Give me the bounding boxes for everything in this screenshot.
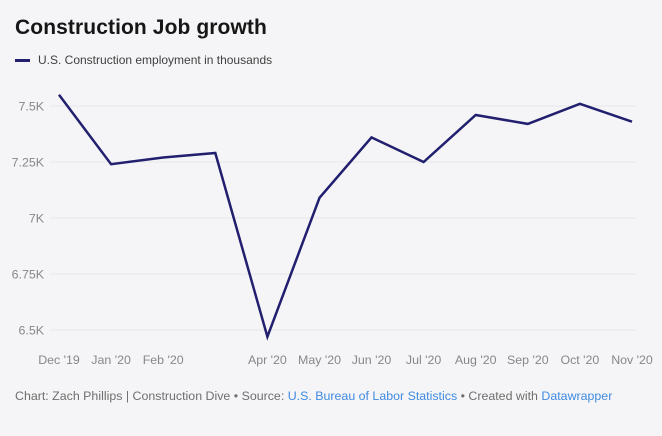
x-axis-tick-label: Jul '20 xyxy=(406,353,442,367)
footer-separator-2: • xyxy=(457,389,469,403)
x-axis-tick-label: Jan '20 xyxy=(91,353,131,367)
legend: U.S. Construction employment in thousand… xyxy=(15,53,647,67)
datawrapper-link[interactable]: Datawrapper xyxy=(541,389,613,403)
employment-line xyxy=(58,94,633,341)
x-axis-tick-label: Jun '20 xyxy=(352,353,392,367)
chart-title: Construction Job growth xyxy=(15,16,267,39)
y-axis-tick-label: 6.5K xyxy=(19,323,45,337)
y-axis-tick-label: 7.5K xyxy=(19,99,45,113)
footer-source-label: Source: xyxy=(241,389,288,403)
x-axis-tick-label: Feb '20 xyxy=(143,353,184,367)
x-axis-tick-label: Apr '20 xyxy=(248,353,287,367)
x-axis-tick-label: May '20 xyxy=(298,353,341,367)
footer-byline: Chart: Zach Phillips | Construction Dive xyxy=(15,389,231,403)
y-axis-tick-label: 6.75K xyxy=(12,267,45,281)
footer-separator-1: • xyxy=(230,389,242,403)
x-axis-tick-label: Aug '20 xyxy=(455,353,497,367)
y-axis-tick-label: 7K xyxy=(29,211,45,225)
footer-created-label: Created with xyxy=(468,389,542,403)
y-axis-tick-label: 7.25K xyxy=(12,155,45,169)
legend-line-swatch-icon xyxy=(15,58,30,62)
x-axis-tick-label: Sep '20 xyxy=(507,353,549,367)
footer: Chart: Zach Phillips | Construction Dive… xyxy=(15,389,662,403)
source-link[interactable]: U.S. Bureau of Labor Statistics xyxy=(287,389,458,403)
chart-header: Construction Job growth U.S. Constructio… xyxy=(0,0,662,67)
line-chart: 7.5K 7.25K 7K 6.75K 6.5K Dec '19 Jan '20 Feb '2… xyxy=(12,94,653,367)
x-axis-tick-label: Dec '19 xyxy=(38,353,80,367)
x-axis-tick-label: Oct '20 xyxy=(560,353,599,367)
legend-label: U.S. Construction employment in thousand… xyxy=(38,53,273,67)
x-axis-tick-label: Nov '20 xyxy=(611,353,653,367)
